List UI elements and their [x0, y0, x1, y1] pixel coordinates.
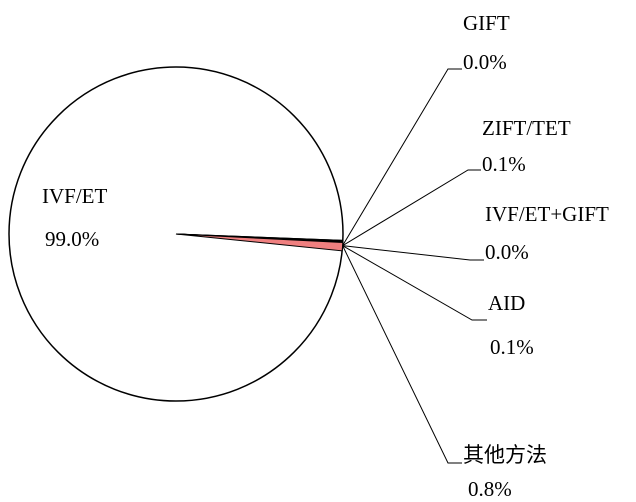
slice-label-gift: GIFT — [463, 11, 510, 35]
leader-lines — [342, 68, 487, 464]
slice-value-other-methods: 0.8% — [468, 477, 512, 501]
leader-line-ivf-et-gift — [342, 245, 484, 261]
slice-label-zift-tet: ZIFT/TET — [482, 116, 571, 140]
leader-line-zift-tet — [342, 169, 481, 247]
pie-slices — [8, 66, 344, 402]
slice-value-ivf-et: 99.0% — [45, 227, 99, 251]
slice-value-zift-tet: 0.1% — [482, 152, 526, 176]
leader-line-aid — [342, 245, 487, 321]
slice-label-ivf-et-gift: IVF/ET+GIFT — [485, 202, 609, 226]
leader-line-gift — [342, 68, 462, 246]
slice-label-other-methods: 其他方法 — [463, 443, 547, 467]
slice-value-ivf-et-gift: 0.0% — [485, 240, 529, 264]
slice-label-aid: AID — [488, 291, 525, 315]
slice-label-ivf-et: IVF/ET — [42, 184, 108, 208]
slice-value-aid: 0.1% — [490, 335, 534, 359]
leader-line-other-methods — [342, 245, 462, 464]
slice-value-gift: 0.0% — [463, 50, 507, 74]
slice-other-methods — [175, 233, 344, 252]
